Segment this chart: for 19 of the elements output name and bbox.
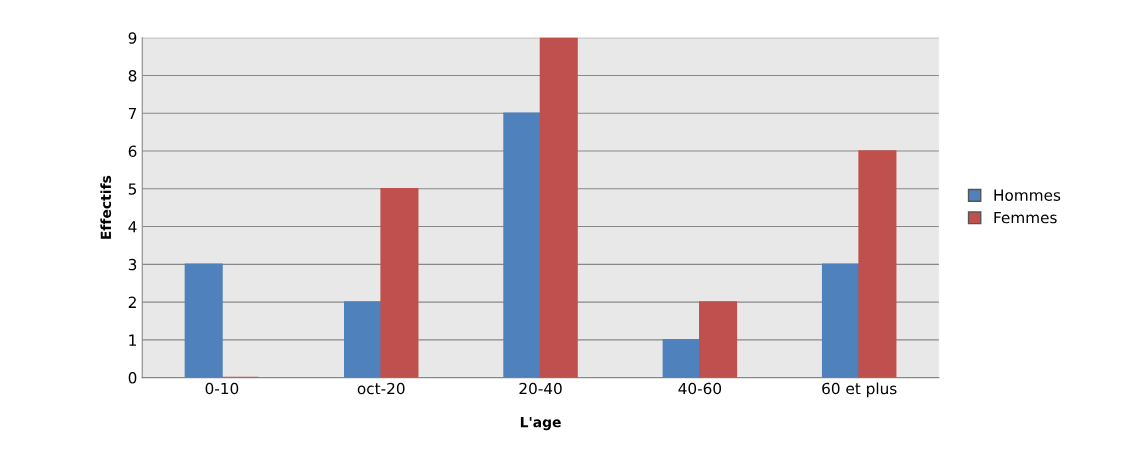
x-tick-label: 40-60 xyxy=(678,382,722,395)
y-tick-label: 7 xyxy=(128,107,137,120)
y-tick-label: 1 xyxy=(129,334,136,346)
x-tick-label: 60 et plus xyxy=(822,382,897,398)
y-tick-label: 3 xyxy=(128,258,137,271)
x-tick-label: 0-10 xyxy=(205,382,239,395)
y-tick-label: 0 xyxy=(128,372,137,384)
legend-label: Femmes xyxy=(994,211,1057,224)
y-tick-label: 2 xyxy=(128,296,136,308)
x-tick-label: 20-40 xyxy=(519,382,562,395)
y-tick-label: 4 xyxy=(128,221,137,233)
y-axis-title: Effectifs xyxy=(100,175,112,239)
y-tick-label: 9 xyxy=(128,32,137,44)
y-tick-label: 6 xyxy=(128,145,137,158)
y-tick-label: 5 xyxy=(128,183,137,195)
y-tick-label: 8 xyxy=(128,69,137,82)
x-tick-label: oct-20 xyxy=(357,382,405,395)
x-axis-title: L'age xyxy=(520,417,561,431)
legend-label: Hommes xyxy=(994,189,1061,201)
